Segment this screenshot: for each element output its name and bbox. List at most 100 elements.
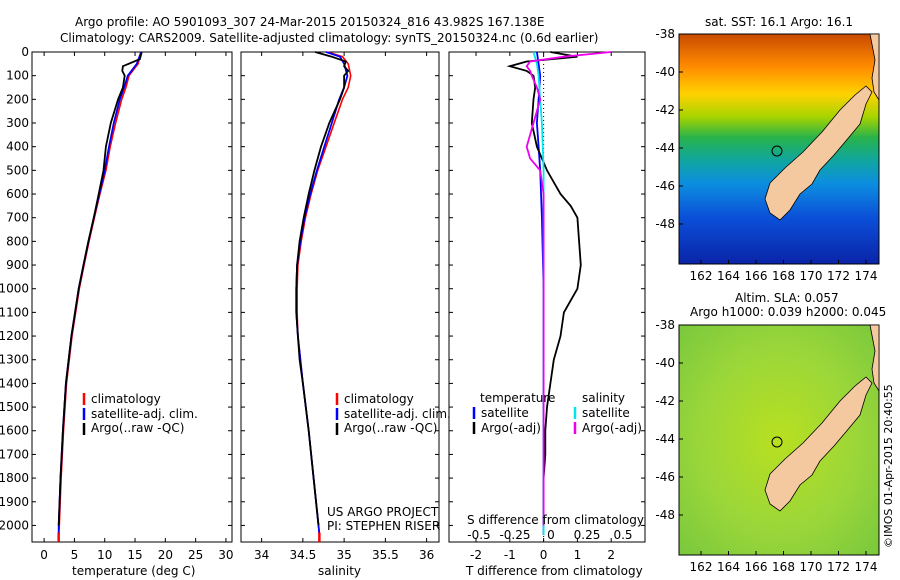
legend-label-climatology: climatology [344, 392, 414, 406]
s-difference-axis-label: S difference from climatology [467, 513, 644, 527]
legend-label-t-argo: Argo(-adj) [481, 421, 541, 435]
series-line-argo-adj- [506, 51, 582, 526]
sst-field [678, 33, 880, 265]
principal-investigator: PI: STEPHEN RISER [327, 519, 440, 533]
s-difference-tick-label: -0.25 [499, 528, 530, 542]
t-difference-axis-label: T difference from climatology [465, 564, 643, 578]
map-lon-label: 170 [800, 560, 823, 574]
x-tick-label: 0 [540, 548, 548, 562]
temperature-legend: climatology satellite-adj. clim. Argo(..… [82, 392, 198, 435]
depth-tick-label: 1200 [0, 329, 29, 343]
temperature-panel-frame [31, 51, 233, 543]
legend-label-argo: Argo(..raw -QC) [344, 421, 437, 435]
credit-stamp: ©IMOS 01-Apr-2015 20:40:55 [882, 384, 895, 548]
map-lon-label: 164 [717, 560, 740, 574]
depth-tick-label: 1300 [0, 353, 29, 367]
argo-float-marker [771, 436, 783, 448]
depth-tick-label: 1500 [0, 400, 29, 414]
map-lon-label: 168 [772, 560, 795, 574]
figure-title-line1: Argo profile: AO 5901093_307 24-Mar-2015… [75, 15, 544, 29]
map-lat-label: -48 [655, 217, 675, 231]
salinity-legend: climatology satellite-adj. clim. Argo(..… [335, 392, 451, 435]
legend-label-climatology: climatology [91, 392, 161, 406]
map-lon-label: 172 [827, 560, 850, 574]
temperature-axis-label: temperature (deg C) [72, 564, 195, 578]
x-tick-label: 5 [71, 548, 79, 562]
map-lon-label: 172 [827, 269, 850, 283]
north-island-tip [869, 33, 880, 102]
depth-tick-label: 600 [6, 187, 29, 201]
profile-plots: 0 5 10 15 20 25 30 34 34.5 35 35.5 36 -2 -1 0 1 2 -0.5 -0.… [40, 51, 633, 562]
x-tick-label: 25 [188, 548, 203, 562]
map-lon-label: 166 [745, 560, 768, 574]
sst-map-title: sat. SST: 16.1 Argo: 16.1 [705, 15, 853, 29]
series-line-argo-raw-qc- [57, 51, 143, 526]
map-lat-label: -42 [655, 103, 675, 117]
difference-legend: temperature salinity satellite Argo(-adj… [472, 391, 642, 435]
depth-tick-label: 1600 [0, 424, 29, 438]
depth-tick-label: 300 [6, 116, 29, 130]
map-lat-label: -40 [655, 65, 675, 79]
x-tick-label: 36 [419, 548, 434, 562]
depth-tick-label: 200 [6, 92, 29, 106]
map-lon-label: 164 [717, 269, 740, 283]
x-tick-label: 2 [607, 548, 615, 562]
sla-map-title-line2: Argo h1000: 0.039 h2000: 0.045 [690, 305, 886, 319]
sst-map [678, 33, 880, 265]
x-tick-label: -1 [504, 548, 516, 562]
sla-map-ticks: 162 164 166 168 170 172 174 -38 -40 -42 -44 -46 -48 [655, 318, 877, 574]
map-lat-label: -44 [655, 432, 675, 446]
depth-tick-label: 0 [21, 45, 29, 59]
legend-label-satellite: satellite-adj. clim. [344, 407, 451, 421]
new-zealand-south-island [764, 376, 873, 512]
project-name: US ARGO PROJECT [327, 505, 439, 519]
map-lat-label: -44 [655, 141, 675, 155]
x-tick-label: 15 [127, 548, 142, 562]
sla-field [678, 324, 880, 556]
difference-panel-frame [448, 51, 646, 543]
legend-title-salinity: salinity [582, 391, 625, 405]
map-lat-label: -38 [655, 318, 675, 332]
depth-tick-label: 900 [6, 258, 29, 272]
figure-title-line2: Climatology: CARS2009. Satellite-adjuste… [60, 31, 598, 45]
depth-tick-label: 1400 [0, 376, 29, 390]
map-lat-label: -46 [655, 470, 675, 484]
map-lon-label: 162 [690, 560, 713, 574]
depth-tick-label: 1000 [0, 282, 29, 296]
x-tick-label: 20 [158, 548, 173, 562]
s-difference-tick-label: -0.5 [467, 528, 490, 542]
map-lat-label: -48 [655, 508, 675, 522]
s-difference-tick-label: 0.25 [574, 528, 601, 542]
x-tick-label: 34.5 [290, 548, 317, 562]
x-tick-label: 0 [40, 548, 48, 562]
depth-tick-label: 400 [6, 140, 29, 154]
depth-tick-label: 500 [6, 163, 29, 177]
map-lon-label: 162 [690, 269, 713, 283]
x-tick-label: 10 [97, 548, 112, 562]
x-tick-label: 1 [574, 548, 582, 562]
legend-label-t-satellite: satellite [481, 406, 529, 420]
salinity-panel-frame [240, 51, 440, 543]
sla-map [678, 324, 880, 556]
x-tick-label: 34 [254, 548, 269, 562]
series-line-argo-adj- [525, 51, 612, 526]
map-lon-label: 166 [745, 269, 768, 283]
depth-tick-label: 1800 [0, 471, 29, 485]
depth-tick-label: 100 [6, 69, 29, 83]
map-lon-label: 170 [800, 269, 823, 283]
depth-tick-label: 800 [6, 234, 29, 248]
depth-tick-label: 1700 [0, 447, 29, 461]
map-lat-label: -46 [655, 179, 675, 193]
map-lon-label: 168 [772, 269, 795, 283]
x-tick-label: 30 [218, 548, 233, 562]
map-lat-label: -38 [655, 27, 675, 41]
x-tick-label: -2 [470, 548, 482, 562]
legend-label-s-satellite: satellite [582, 406, 630, 420]
legend-title-temperature: temperature [480, 391, 555, 405]
x-tick-label: 35.5 [372, 548, 399, 562]
depth-tick-label: 700 [6, 211, 29, 225]
legend-label-satellite: satellite-adj. clim. [91, 407, 198, 421]
x-tick-label: 35 [336, 548, 351, 562]
legend-label-s-argo: Argo(-adj) [582, 421, 642, 435]
sst-map-ticks: 162 164 166 168 170 172 174 -38 -40 -42 -44 -46 -48 [655, 27, 877, 283]
